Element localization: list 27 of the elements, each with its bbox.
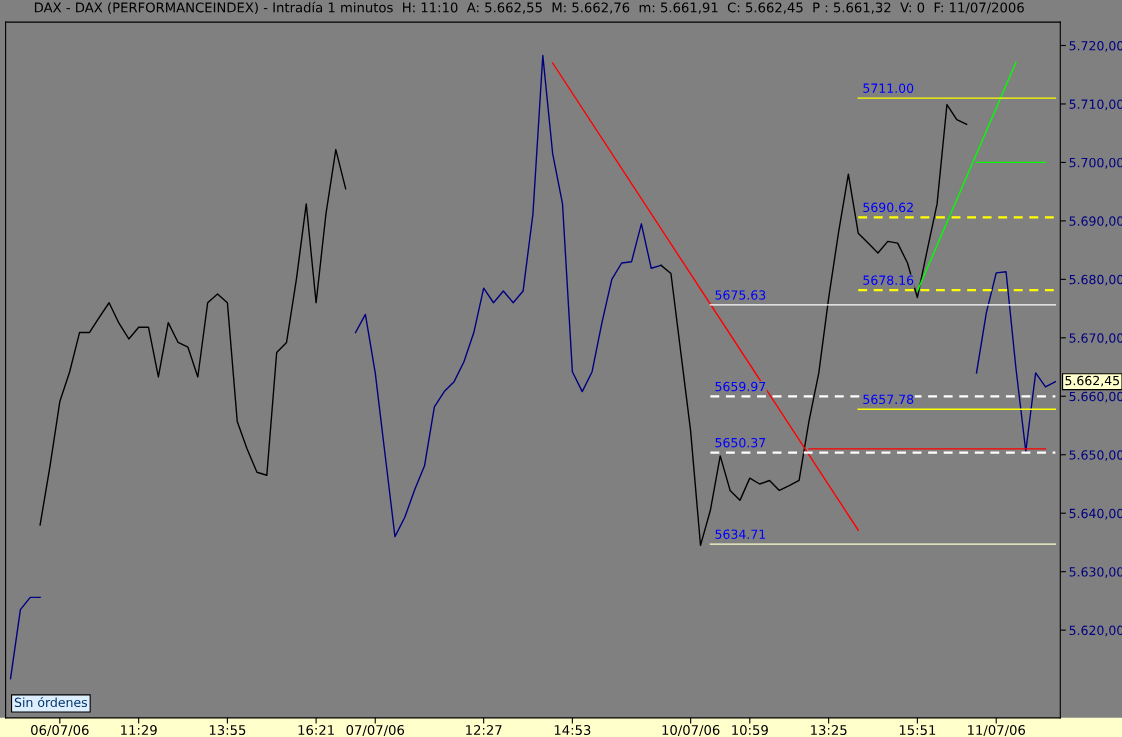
x-tick-label: 14:53	[554, 725, 591, 735]
x-tick-label: 11/07/06	[968, 725, 1026, 737]
x-tick-label: 12:27	[466, 725, 502, 735]
series-label: 5711.00	[863, 83, 914, 93]
x-tick-label: 16:21	[298, 725, 334, 735]
series-label: 5675.63	[715, 290, 766, 300]
series-label: 5690.62	[863, 202, 913, 213]
x-tick-label: 10:59	[732, 725, 768, 735]
x-tick-label: 11:29	[121, 725, 157, 735]
series-label: 5659.97	[715, 381, 766, 392]
x-tick-label: 13:55	[209, 725, 246, 735]
line-series	[354, 54, 662, 538]
x-tick-label: 07/07/06	[346, 725, 405, 737]
line-series	[39, 148, 347, 526]
line-series	[975, 271, 1057, 452]
chart-title: DAX - DAX (PERFORMANCEINDEX) - Intradía 1 minutos H: 11:10 A: 5.662,55 M: 5.662,76 m: 5.661,91 C: 5.662,45 P : 5.661,32 V: 0 F: 11/07/2006	[34, 1, 1024, 14]
x-tick-label: 15:51	[899, 725, 936, 735]
series-label: 5657.78	[863, 394, 914, 405]
x-tick-label: 06/07/06	[31, 725, 89, 737]
annotation: Sin órdenes	[14, 696, 88, 708]
line-series	[660, 103, 968, 547]
text: 5.662,45	[1065, 375, 1120, 387]
series-label: 5678.16	[863, 275, 914, 285]
series-label: 5634.71	[715, 529, 766, 539]
x-tick-label: 13:25	[811, 725, 847, 735]
x-tick-label: 10/07/06	[662, 725, 720, 737]
series-label: 5650.37	[715, 437, 766, 448]
